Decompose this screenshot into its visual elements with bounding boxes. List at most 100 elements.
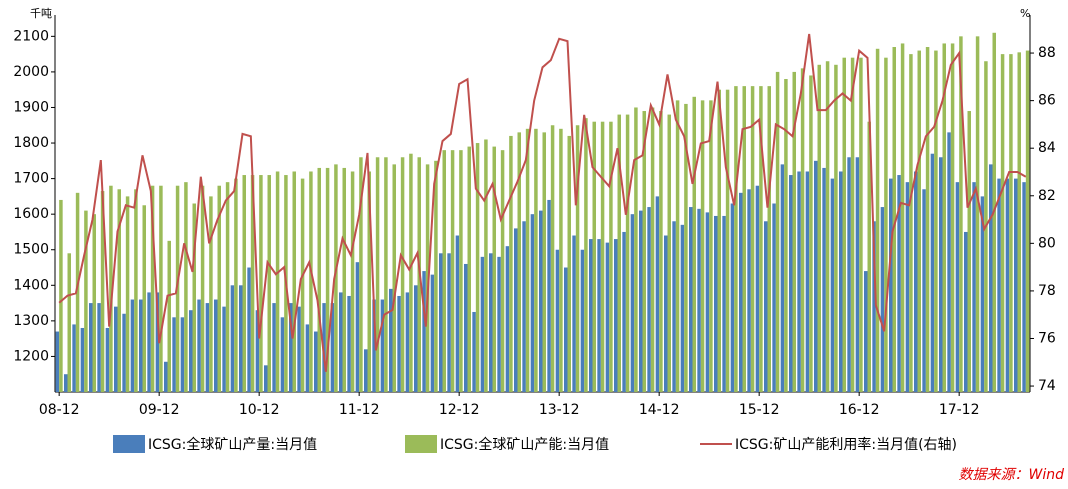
- bar: [225, 182, 230, 392]
- bar: [867, 121, 871, 392]
- bar: [375, 157, 380, 392]
- legend-label: ICSG:矿山产能利用率:当月值(右轴): [735, 436, 957, 453]
- bar: [697, 208, 701, 392]
- bar: [659, 111, 663, 392]
- bar: [914, 171, 918, 392]
- bar: [80, 327, 85, 392]
- bar: [109, 185, 113, 392]
- bar: [647, 207, 651, 392]
- bar: [805, 171, 810, 392]
- bar: [434, 160, 438, 392]
- bar: [872, 221, 876, 392]
- bar: [892, 47, 896, 393]
- bar: [934, 50, 938, 392]
- bar: [514, 228, 518, 392]
- bar: [784, 79, 788, 393]
- bar: [889, 178, 893, 392]
- bar: [842, 57, 846, 392]
- y-tick-label: 1600: [13, 206, 49, 222]
- bar: [505, 246, 510, 392]
- bar: [559, 128, 563, 392]
- y-tick-label: 1900: [13, 99, 49, 115]
- bar: [767, 86, 771, 392]
- bar: [209, 196, 213, 392]
- y-tick-label: 2100: [13, 28, 49, 44]
- bar: [480, 256, 485, 392]
- bar: [539, 210, 543, 392]
- y2-tick-label: 76: [1038, 330, 1056, 346]
- bar: [222, 306, 226, 392]
- bar: [855, 157, 860, 392]
- bar: [689, 207, 693, 392]
- bar: [200, 185, 205, 392]
- bar: [759, 86, 763, 392]
- legend-label: ICSG:全球矿山产量:当月值: [148, 436, 317, 453]
- x-tick-label: 15-12: [739, 402, 780, 418]
- bar: [717, 89, 721, 392]
- bar: [314, 331, 318, 392]
- bar: [800, 68, 805, 392]
- bar: [530, 214, 535, 392]
- bar: [100, 191, 105, 392]
- bar: [205, 303, 210, 392]
- bar: [459, 150, 463, 392]
- bar: [475, 143, 480, 392]
- bar: [364, 349, 368, 392]
- x-tick-label: 14-12: [639, 402, 680, 418]
- bar: [930, 153, 935, 392]
- x-tick-label: 08-12: [39, 402, 80, 418]
- bar: [272, 303, 276, 392]
- x-tick-label: 16-12: [839, 402, 880, 418]
- legend-swatch: [113, 435, 145, 453]
- y2-axis-label: %: [1020, 7, 1030, 20]
- bar: [742, 86, 746, 392]
- bar: [242, 175, 246, 392]
- bar: [575, 125, 580, 393]
- bar: [64, 374, 68, 392]
- bar: [830, 178, 835, 392]
- bar: [442, 150, 446, 392]
- bar: [667, 114, 671, 393]
- bar: [692, 96, 696, 393]
- bar: [392, 164, 396, 392]
- bar: [125, 196, 130, 392]
- bar: [409, 153, 413, 392]
- bar: [317, 167, 321, 392]
- bar: [897, 175, 901, 392]
- bar: [597, 239, 601, 392]
- bar: [292, 171, 296, 392]
- bar: [425, 164, 430, 392]
- bar: [639, 210, 643, 392]
- bar: [159, 185, 163, 392]
- bar: [214, 299, 218, 392]
- x-tick-label: 09-12: [139, 402, 180, 418]
- legend-swatch: [405, 435, 437, 453]
- bar: [772, 203, 776, 392]
- bar: [747, 189, 751, 392]
- bar: [550, 125, 555, 393]
- bar: [300, 178, 305, 392]
- bar: [750, 86, 755, 392]
- bar: [814, 160, 818, 392]
- y2-tick-label: 84: [1038, 140, 1056, 156]
- bar: [975, 36, 980, 392]
- bar: [705, 212, 710, 392]
- y2-tick-label: 86: [1038, 93, 1056, 109]
- bar: [1000, 54, 1005, 392]
- bar: [825, 61, 830, 393]
- bar: [797, 171, 801, 392]
- bar: [397, 295, 401, 392]
- bar: [900, 43, 905, 393]
- y-tick-label: 1200: [13, 348, 49, 364]
- bar: [367, 171, 371, 392]
- bar: [339, 292, 343, 392]
- bar: [584, 118, 588, 392]
- bar: [334, 164, 338, 392]
- bar: [880, 207, 885, 392]
- bar: [155, 292, 160, 392]
- bar: [342, 167, 346, 392]
- bar: [250, 175, 255, 392]
- bar: [972, 182, 976, 392]
- bar: [172, 317, 176, 392]
